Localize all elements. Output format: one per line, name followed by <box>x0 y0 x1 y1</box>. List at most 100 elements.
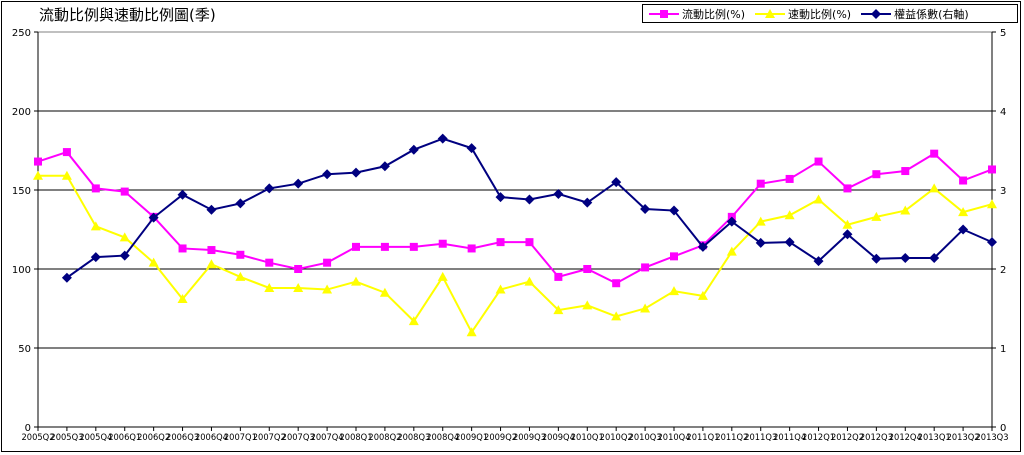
x-tick-label: 2008Q1 <box>340 433 373 443</box>
x-tick-label: 2006Q3 <box>166 433 199 443</box>
data-point-diamond <box>842 229 853 240</box>
data-point-square <box>525 238 534 247</box>
data-point-square <box>207 246 216 255</box>
data-point-diamond <box>235 198 246 209</box>
data-point-diamond <box>322 169 333 180</box>
data-point-diamond <box>466 143 477 154</box>
x-tick-label: 2009Q1 <box>455 433 488 443</box>
x-tick-label: 2012Q4 <box>889 433 922 443</box>
x-tick-label: 2007Q2 <box>253 433 286 443</box>
data-point-triangle <box>958 207 969 217</box>
chart-title: 流動比例與速動比例圖(季) <box>39 6 216 24</box>
data-point-triangle <box>611 311 622 321</box>
data-point-square <box>409 242 418 251</box>
legend-square-marker-icon <box>649 9 679 18</box>
y-left-tick-label: 100 <box>12 265 31 276</box>
x-tick-label: 2013Q2 <box>947 433 980 443</box>
data-point-triangle <box>842 219 853 229</box>
data-point-diamond <box>813 256 824 267</box>
data-point-triangle <box>90 221 101 231</box>
data-point-square <box>236 250 245 259</box>
data-point-triangle <box>177 294 188 304</box>
data-point-square <box>380 242 389 251</box>
x-tick-label: 2009Q3 <box>513 433 546 443</box>
data-point-triangle <box>322 284 333 294</box>
data-point-square <box>34 157 42 166</box>
data-point-diamond <box>177 189 188 200</box>
data-point-triangle <box>582 300 593 310</box>
legend-label-quick-ratio: 速動比例(%) <box>788 7 852 21</box>
data-point-triangle <box>466 327 477 337</box>
data-point-diamond <box>987 237 997 248</box>
data-point-square <box>62 148 71 157</box>
x-tick-label: 2010Q2 <box>600 433 633 443</box>
x-tick-label: 2005Q3 <box>50 433 83 443</box>
data-point-diamond <box>264 183 275 194</box>
data-point-square <box>294 265 303 273</box>
data-point-triangle <box>495 284 506 294</box>
legend-diamond-marker-icon <box>861 8 892 19</box>
x-tick-label: 2007Q4 <box>311 433 344 443</box>
x-tick-label: 2008Q4 <box>426 433 459 443</box>
y-left-tick-label: 150 <box>12 186 31 197</box>
data-point-square <box>583 265 592 273</box>
data-point-diamond <box>437 133 448 144</box>
x-tick-label: 2008Q2 <box>368 433 401 443</box>
x-tick-label: 2009Q2 <box>484 433 517 443</box>
x-tick-label: 2008Q3 <box>397 433 430 443</box>
data-point-diamond <box>379 161 390 172</box>
data-point-square <box>323 258 332 267</box>
data-point-square <box>120 187 129 196</box>
data-point-square <box>438 239 447 248</box>
data-point-square <box>959 176 968 185</box>
data-point-square <box>901 167 910 176</box>
data-point-triangle <box>697 290 708 300</box>
x-tick-label: 2012Q1 <box>802 433 835 443</box>
y-left-tick-label: 0 <box>25 423 31 434</box>
data-point-diamond <box>784 237 795 248</box>
series-line-1 <box>38 174 993 335</box>
data-point-square <box>91 184 100 193</box>
x-tick-label: 2006Q2 <box>137 433 170 443</box>
data-point-diamond <box>726 216 737 227</box>
data-point-triangle <box>640 303 651 313</box>
data-point-diamond <box>755 237 766 248</box>
data-point-triangle <box>379 287 390 297</box>
data-point-square <box>496 238 505 247</box>
chart-legend: 流動比例(%) 速動比例(%) 權益係數(右軸) <box>642 4 1018 23</box>
data-point-triangle <box>987 199 997 209</box>
data-point-diamond <box>611 177 622 188</box>
data-point-diamond <box>929 252 940 263</box>
x-tick-label: 2009Q4 <box>542 433 575 443</box>
y-left-tick-label: 200 <box>12 107 31 118</box>
y-right-tick-label: 1 <box>1000 344 1006 355</box>
data-point-square <box>872 170 881 179</box>
x-tick-label: 2007Q1 <box>224 433 257 443</box>
data-point-square <box>756 179 765 188</box>
data-point-diamond <box>640 203 651 214</box>
data-point-triangle <box>351 276 361 286</box>
data-point-diamond <box>119 250 130 261</box>
data-point-triangle <box>553 305 564 315</box>
data-point-diamond <box>524 194 535 205</box>
data-point-diamond <box>553 188 564 199</box>
data-point-diamond <box>351 167 361 178</box>
data-point-square <box>352 242 360 251</box>
data-point-diamond <box>408 144 419 155</box>
data-point-triangle <box>264 282 275 292</box>
data-point-diamond <box>871 253 882 264</box>
data-point-triangle <box>871 211 882 221</box>
x-tick-label: 2005Q2 <box>22 433 55 443</box>
y-right-tick-label: 2 <box>1000 265 1006 276</box>
x-tick-label: 2011Q1 <box>686 433 719 443</box>
data-point-diamond <box>697 241 708 252</box>
data-point-triangle <box>33 170 43 180</box>
data-point-square <box>988 165 996 174</box>
x-tick-label: 2013Q1 <box>918 433 951 443</box>
y-right-tick-label: 4 <box>1000 107 1006 118</box>
x-tick-label: 2010Q4 <box>658 433 691 443</box>
x-tick-label: 2005Q4 <box>79 433 112 443</box>
data-point-square <box>178 244 187 253</box>
data-point-triangle <box>929 183 940 193</box>
